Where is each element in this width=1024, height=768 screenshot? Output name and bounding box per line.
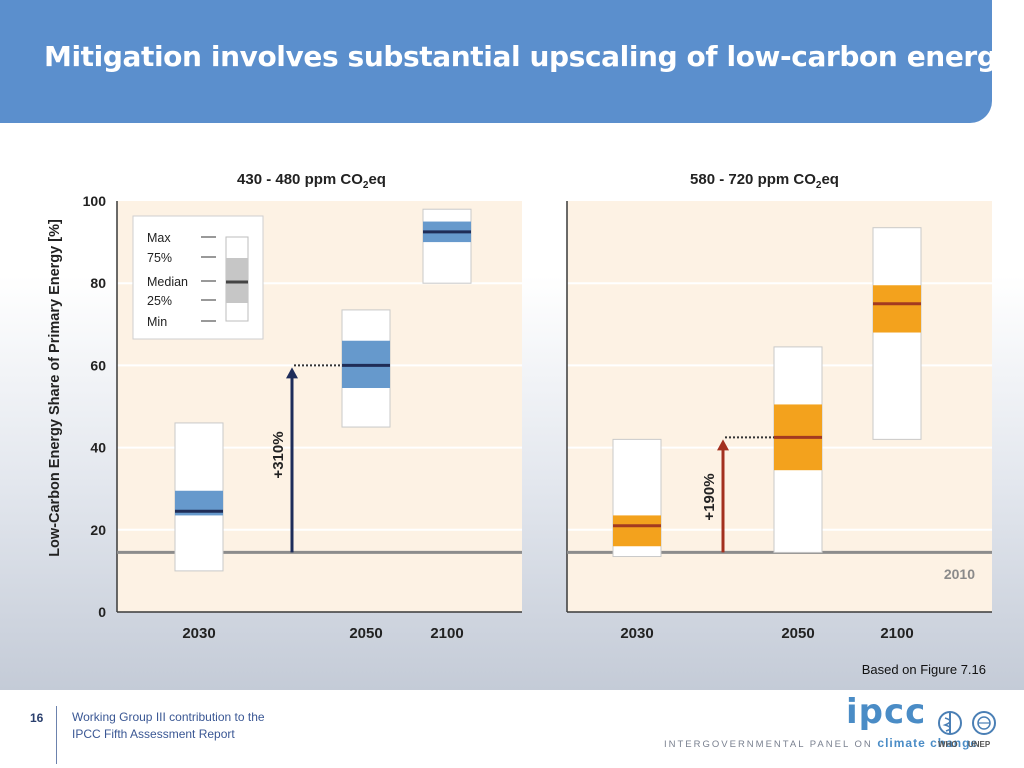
panel-title: 430 - 480 ppm CO2eq [237, 171, 386, 191]
y-axis-label: Low-Carbon Energy Share of Primary Energ… [47, 219, 63, 557]
ipcc-logo: ipcc [846, 692, 927, 732]
y-tick-label: 100 [83, 193, 107, 209]
x-tick-label: 2100 [880, 625, 913, 642]
ipcc-subtitle-prefix: INTERGOVERNMENTAL PANEL ON [664, 739, 873, 750]
who-emblem-icon [938, 711, 962, 735]
range-box [422, 208, 472, 284]
growth-arrowhead [717, 439, 729, 451]
page-number: 16 [30, 711, 44, 725]
interquartile-box [613, 515, 661, 547]
figure-caption: Based on Figure 7.16 [861, 662, 986, 677]
slide-title: Mitigation involves substantial upscalin… [44, 40, 1022, 73]
y-tick-label: 20 [90, 522, 106, 538]
footer-divider [56, 706, 57, 764]
y-tick-label: 60 [90, 357, 106, 373]
legend-item-label: Median [147, 275, 188, 289]
footer-line-1: Working Group III contribution to the [72, 710, 265, 724]
growth-label: +190% [701, 473, 718, 520]
x-tick-label: 2100 [430, 625, 463, 642]
ipcc-logo-subtitle: INTERGOVERNMENTAL PANEL ON climate chang… [664, 736, 978, 750]
y-tick-label: 0 [98, 604, 106, 620]
range-box [872, 227, 922, 440]
legend-item-label: Max [147, 231, 171, 245]
legend-item-label: Min [147, 315, 167, 329]
footer [0, 690, 1024, 768]
panel-title: 580 - 720 ppm CO2eq [690, 171, 839, 191]
ipcc-subtitle-accent: climate change [877, 736, 979, 750]
x-tick-label: 2030 [182, 625, 215, 642]
growth-arrowhead [286, 367, 298, 379]
y-tick-label: 80 [90, 275, 106, 291]
y-tick-label: 40 [90, 440, 106, 456]
footer-credit: Working Group III contribution to the IP… [72, 709, 265, 743]
chart: Low-Carbon Energy Share of Primary Energ… [47, 171, 992, 642]
unep-label: UNEP [968, 740, 991, 749]
who-label: WHO [938, 740, 958, 749]
growth-label: +310% [270, 431, 287, 478]
baseline-label: 2010 [944, 566, 975, 582]
interquartile-box [873, 285, 921, 333]
title-bar: Mitigation involves substantial upscalin… [0, 0, 1022, 123]
x-tick-label: 2030 [620, 625, 653, 642]
x-tick-label: 2050 [781, 625, 814, 642]
x-tick-label: 2050 [349, 625, 382, 642]
legend-item-label: 25% [147, 294, 172, 308]
footer-line-2: IPCC Fifth Assessment Report [72, 727, 235, 741]
unep-emblem-icon [972, 711, 996, 735]
legend-item-label: 75% [147, 251, 172, 265]
